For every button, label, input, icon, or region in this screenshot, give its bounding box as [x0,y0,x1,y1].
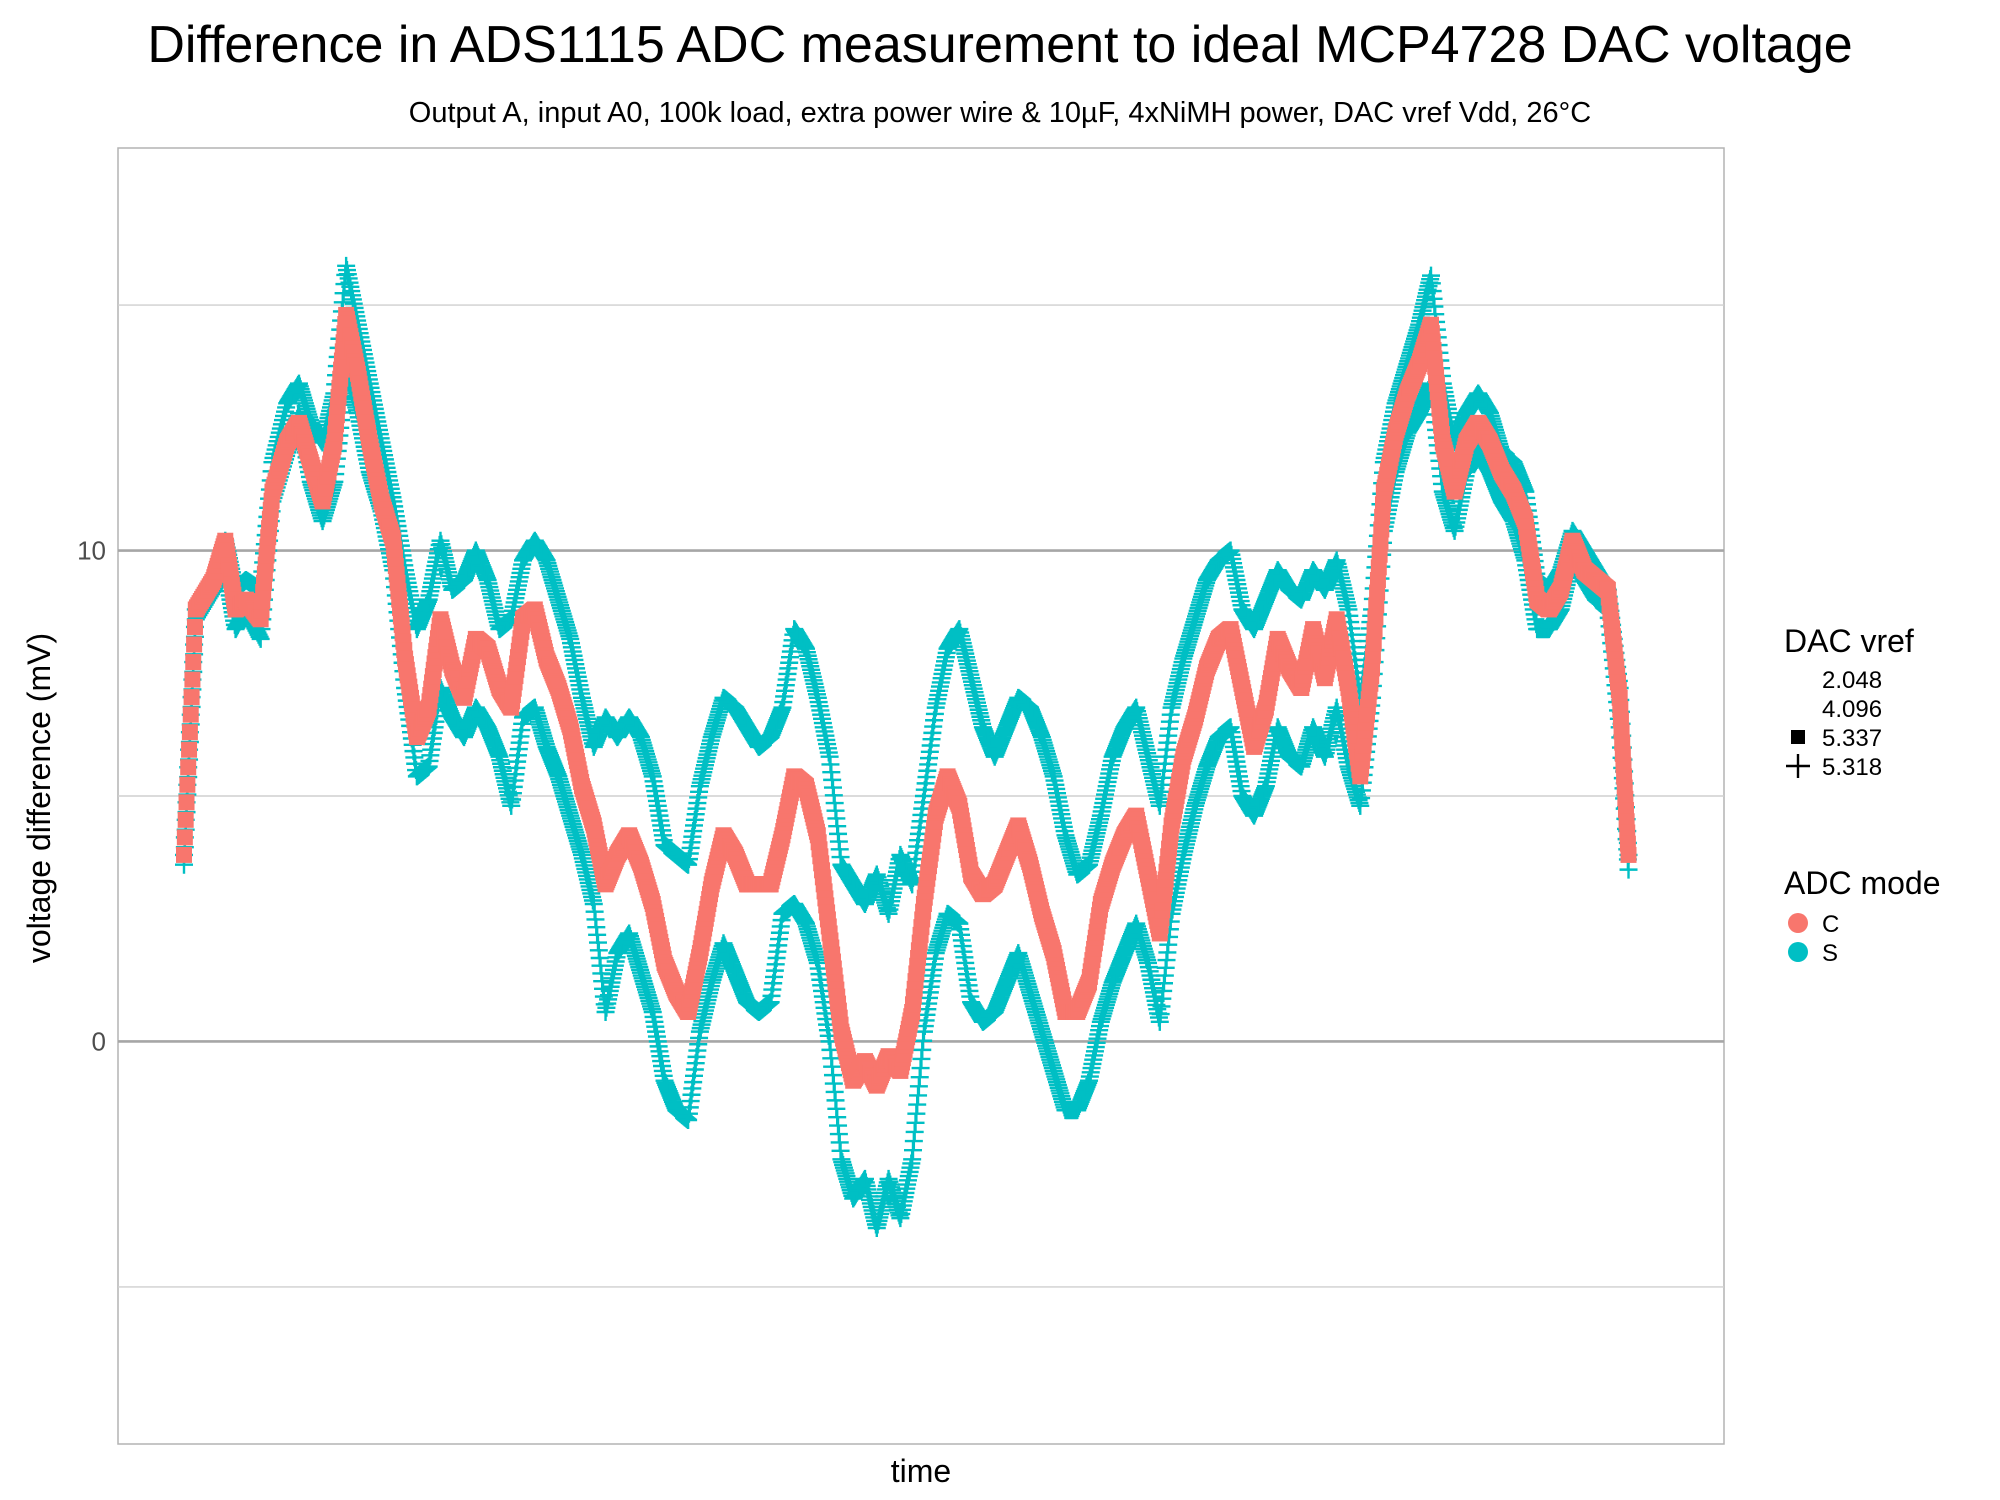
data-point [176,846,192,863]
y-tick-labels: 0 10 [77,536,106,1057]
data-point [181,741,198,758]
data-point [184,671,201,688]
data-point [183,689,200,706]
data-point [185,654,202,671]
data-point [176,829,193,846]
y-tick-label: 0 [92,1026,106,1056]
y-tick-label: 10 [77,536,106,566]
data-point [178,794,195,811]
data-point [179,776,196,793]
chart-title: Difference in ADS1115 ADC measurement to… [147,16,1852,74]
data-point [182,706,199,723]
data-point [180,759,197,776]
plot-panel: 0 10 [77,147,1725,1445]
data-point [186,618,203,635]
data-point [181,724,198,741]
series-layer [175,256,1638,1237]
data-point [177,811,194,828]
chart-subtitle: Output A, input A0, 100k load, extra pow… [409,97,1591,129]
data-point [186,636,203,653]
